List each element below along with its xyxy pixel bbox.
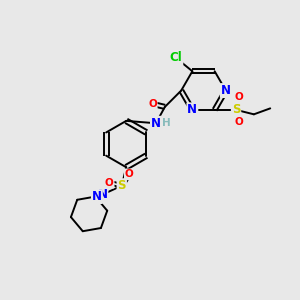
Text: O: O: [148, 99, 157, 109]
Text: S: S: [232, 103, 240, 116]
Text: N: N: [188, 103, 197, 116]
Text: S: S: [118, 179, 126, 192]
Text: O: O: [125, 169, 134, 179]
Text: H: H: [162, 118, 171, 128]
Text: Cl: Cl: [169, 51, 182, 64]
Text: N: N: [221, 84, 231, 97]
Text: O: O: [235, 117, 243, 127]
Text: N: N: [92, 190, 102, 203]
Text: N: N: [98, 188, 107, 201]
Text: N: N: [151, 117, 161, 130]
Text: O: O: [235, 92, 243, 102]
Text: O: O: [105, 178, 114, 188]
